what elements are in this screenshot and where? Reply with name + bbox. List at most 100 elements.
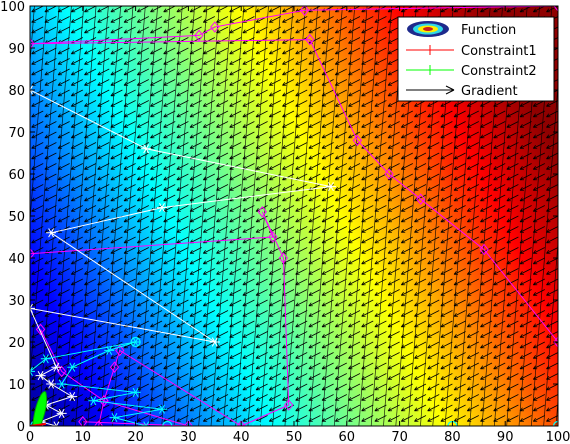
gradient-arrow	[295, 47, 308, 55]
gradient-arrow	[348, 184, 361, 191]
gradient-arrow	[466, 257, 479, 265]
contour-line	[87, 6, 122, 426]
gradient-arrow	[334, 37, 347, 44]
gradient-arrow	[31, 89, 44, 97]
gradient-arrow	[427, 373, 440, 380]
gradient-arrow	[202, 310, 215, 317]
gradient-arrow	[427, 152, 440, 160]
gradient-arrow	[387, 142, 400, 149]
gradient-arrow	[110, 173, 123, 181]
gradient-arrow	[97, 152, 110, 160]
gradient-arrow	[31, 163, 44, 170]
y-tick-label: 40	[8, 252, 25, 267]
gradient-arrow	[70, 226, 83, 233]
gradient-arrow	[189, 142, 202, 149]
gradient-arrow	[202, 100, 215, 107]
gradient-arrow	[414, 394, 427, 401]
legend: Function Constraint1 Constraint2 Gradien…	[397, 16, 555, 102]
gradient-arrow	[493, 236, 506, 244]
gradient-arrow	[374, 341, 387, 349]
gradient-arrow	[440, 320, 453, 328]
gradient-arrow	[70, 278, 83, 286]
gradient-arrow	[176, 320, 189, 328]
gradient-arrow	[480, 236, 493, 244]
gradient-arrow	[427, 142, 440, 149]
gradient-arrow	[374, 173, 387, 181]
gradient-arrow	[84, 152, 97, 160]
gradient-arrow	[70, 404, 83, 412]
gradient-arrow	[70, 142, 83, 149]
contour-line	[321, 6, 356, 426]
gradient-arrow	[163, 184, 176, 191]
data-point	[325, 182, 336, 192]
data-point	[56, 379, 67, 389]
gradient-arrow	[44, 289, 57, 296]
gradient-arrow	[136, 299, 149, 307]
gradient-arrow	[229, 58, 242, 65]
gradient-arrow	[136, 163, 149, 170]
contour-line	[284, 6, 319, 426]
gradient-arrow	[31, 68, 44, 76]
gradient-arrow	[189, 289, 202, 296]
gradient-arrow	[440, 110, 453, 118]
gradient-arrow	[321, 383, 334, 391]
gradient-arrow	[334, 331, 347, 338]
gradient-arrow	[136, 215, 149, 223]
gradient-arrow	[334, 373, 347, 380]
gradient-arrow	[532, 163, 545, 170]
gradient-arrow	[361, 373, 374, 380]
gradient-arrow	[282, 6, 295, 13]
gradient-arrow	[110, 289, 123, 296]
series-line	[30, 341, 163, 426]
gradient-arrow	[387, 404, 400, 412]
gradient-arrow	[57, 152, 70, 160]
gradient-arrow	[506, 247, 519, 254]
gradient-arrow	[466, 373, 479, 380]
gradient-arrow	[387, 415, 400, 422]
gradient-arrow	[110, 68, 123, 76]
gradient-arrow	[400, 205, 413, 212]
gradient-arrow	[31, 173, 44, 181]
gradient-arrow	[176, 173, 189, 181]
gradient-arrow	[282, 100, 295, 107]
gradient-arrow	[136, 352, 149, 359]
gradient-arrow	[44, 16, 57, 23]
gradient-arrow	[400, 268, 413, 275]
gradient-arrow	[387, 289, 400, 296]
data-point	[299, 6, 310, 17]
gradient-arrow	[414, 131, 427, 139]
gradient-arrow	[400, 110, 413, 118]
gradient-arrow	[361, 89, 374, 97]
data-point	[93, 420, 104, 426]
gradient-arrow	[176, 278, 189, 286]
gradient-arrow	[453, 404, 466, 412]
gradient-arrow	[519, 226, 532, 233]
contour-line	[186, 6, 220, 426]
gradient-arrow	[440, 194, 453, 202]
gradient-arrow	[70, 205, 83, 212]
gradient-arrow	[176, 215, 189, 223]
gradient-arrow	[532, 404, 545, 412]
gradient-arrow	[255, 373, 268, 380]
gradient-arrow	[466, 278, 479, 286]
gradient-arrow	[255, 47, 268, 55]
y-tick-label: 60	[8, 168, 25, 183]
gradient-arrow	[453, 163, 466, 170]
gradient-arrow	[348, 289, 361, 296]
gradient-arrow	[334, 320, 347, 328]
gradient-arrow	[427, 163, 440, 170]
gradient-arrow	[163, 352, 176, 359]
gradient-arrow	[229, 341, 242, 349]
gradient-arrow	[387, 184, 400, 191]
gradient-arrow	[480, 121, 493, 128]
gradient-arrow	[532, 247, 545, 254]
gradient-arrow	[31, 352, 44, 359]
gradient-arrow	[110, 163, 123, 170]
gradient-arrow	[84, 226, 97, 233]
gradient-arrow	[163, 142, 176, 149]
gradient-arrow	[31, 341, 44, 349]
gradient-arrow	[110, 79, 123, 86]
gradient-arrow	[295, 121, 308, 128]
contour-line	[272, 6, 306, 426]
gradient-arrow	[453, 299, 466, 307]
